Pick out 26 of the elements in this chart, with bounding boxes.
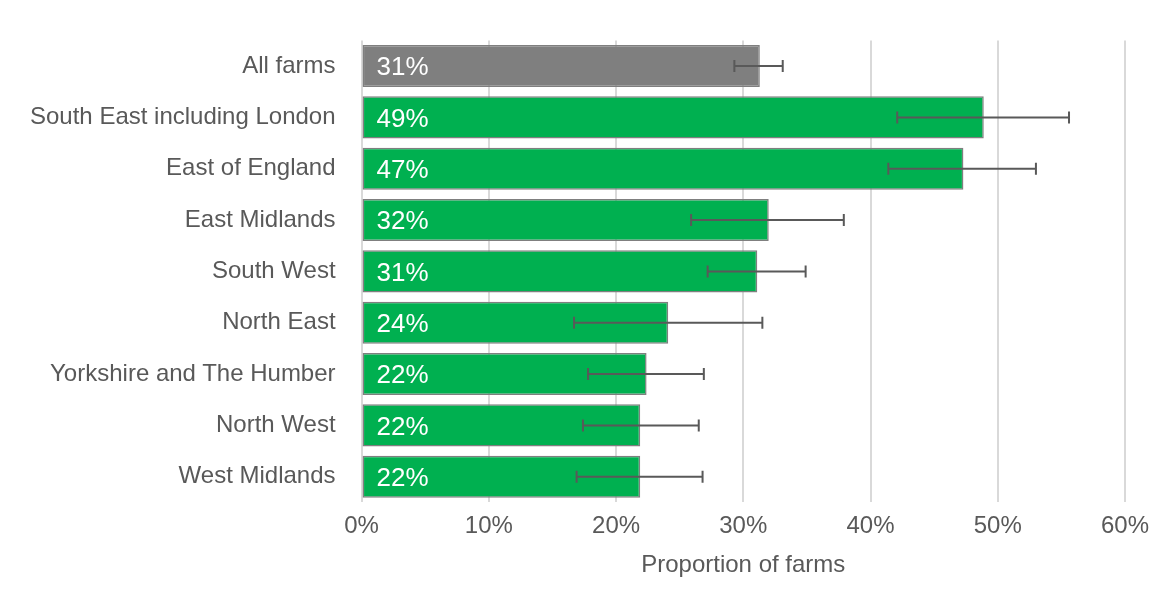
x-tick-label: 20% <box>592 511 641 539</box>
y-tick-label: Yorkshire and The Humber <box>50 358 336 386</box>
data-label: 22% <box>376 410 429 441</box>
data-label: 49% <box>376 102 429 133</box>
y-tick-label: West Midlands <box>178 461 336 489</box>
data-label: 32% <box>376 205 429 236</box>
y-tick-label: North East <box>222 307 336 335</box>
y-tick-label: All farms <box>242 50 336 78</box>
y-tick-label: South East including London <box>29 102 336 130</box>
y-tick-label: East of England <box>166 153 336 181</box>
data-label: 22% <box>376 359 429 390</box>
data-label: 31% <box>376 256 429 287</box>
data-label: 31% <box>376 51 429 82</box>
y-tick-label: South West <box>211 256 336 284</box>
x-tick-label: 60% <box>1100 511 1150 539</box>
y-tick-label: North West <box>215 410 336 438</box>
data-label: 47% <box>376 153 429 184</box>
x-tick-label: 40% <box>846 511 895 539</box>
data-label: 22% <box>376 461 429 492</box>
x-tick-label: 50% <box>973 511 1022 539</box>
x-tick-label: 30% <box>719 511 768 539</box>
x-tick-label: 10% <box>464 511 513 539</box>
y-tick-label: East Midlands <box>184 204 336 232</box>
x-axis-title: Proportion of farms <box>641 550 846 578</box>
data-label: 24% <box>376 307 429 338</box>
x-tick-label: 0% <box>344 511 379 539</box>
